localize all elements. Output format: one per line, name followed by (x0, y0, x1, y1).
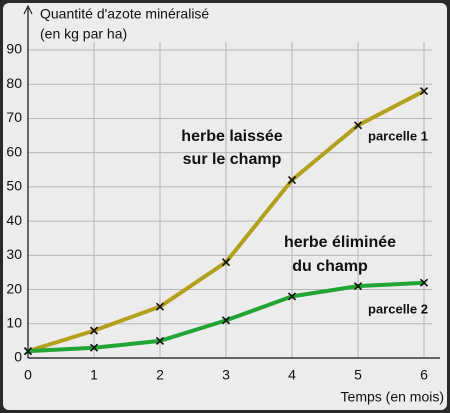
y-tick-label: 0 (14, 349, 22, 365)
y-tick-label: 10 (6, 314, 22, 330)
x-tick-label: 1 (90, 367, 98, 383)
marker (155, 336, 165, 345)
annotation: sur le champ (183, 151, 282, 168)
x-tick-label: 3 (222, 367, 230, 383)
annotation: herbe éliminée (284, 234, 396, 251)
marker (353, 282, 363, 291)
marker (221, 258, 231, 267)
marker (221, 316, 231, 325)
annotation: herbe laissée (181, 128, 283, 145)
y-tick-label: 80 (6, 75, 22, 91)
marker (89, 343, 99, 352)
marker (155, 302, 165, 311)
marker (89, 326, 99, 335)
y-tick-label: 90 (6, 41, 22, 57)
marker (353, 121, 363, 130)
marker (287, 175, 297, 185)
x-tick-label: 2 (156, 367, 164, 383)
y-axis-label: (en kg par ha) (40, 26, 127, 42)
y-tick-label: 40 (6, 212, 22, 228)
y-tick-label: 20 (6, 280, 22, 296)
y-axis-label: Quantité d'azote minéralisé (40, 6, 209, 22)
x-tick-label: 4 (288, 367, 296, 383)
y-tick-label: 70 (6, 109, 22, 125)
x-tick-label: 0 (24, 367, 32, 383)
marker (287, 292, 297, 301)
y-axis-arrow (23, 4, 33, 15)
y-tick-label: 30 (6, 246, 22, 262)
annotation: du champ (292, 258, 368, 275)
x-tick-label: 5 (354, 367, 362, 383)
background (3, 3, 447, 410)
x-tick-label: 6 (420, 367, 428, 383)
marker (419, 278, 429, 287)
marker (419, 87, 429, 96)
x-axis-label: Temps (en mois) (341, 389, 444, 405)
y-tick-label: 50 (6, 178, 22, 194)
series-label: parcelle 1 (368, 128, 428, 143)
series-label: parcelle 2 (368, 301, 428, 316)
marker (23, 347, 33, 356)
y-tick-label: 60 (6, 143, 22, 159)
